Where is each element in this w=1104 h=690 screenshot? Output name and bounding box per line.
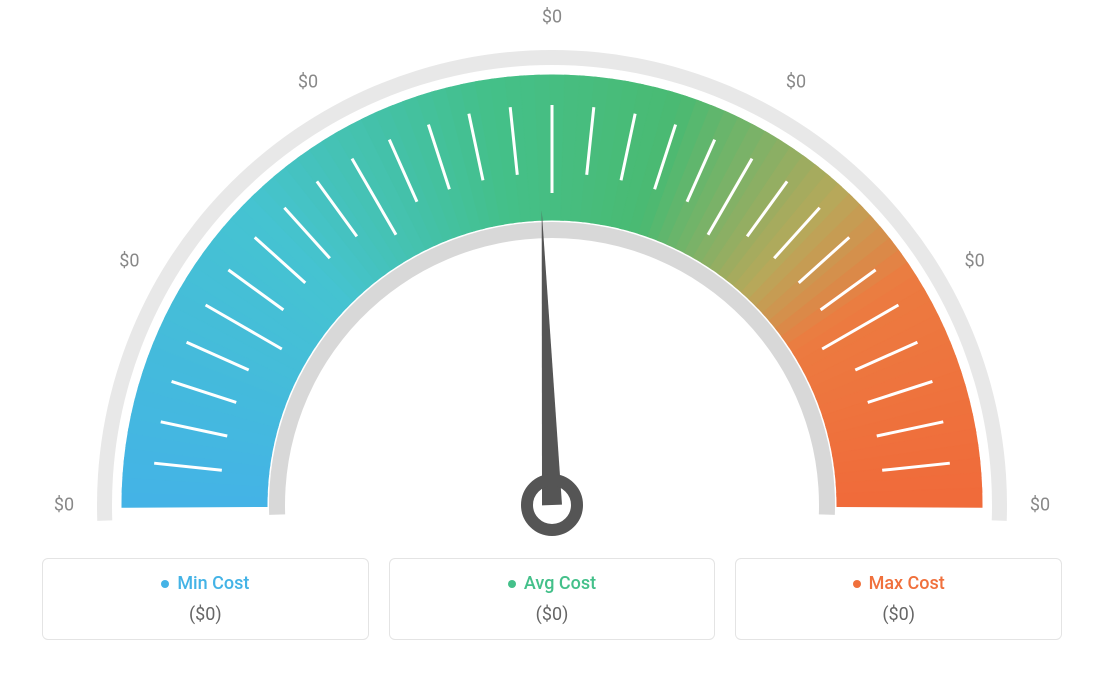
gauge-tick-label: $0 xyxy=(786,72,806,93)
gauge-tick-label: $0 xyxy=(119,251,139,272)
legend-min-card: Min Cost ($0) xyxy=(42,558,369,640)
gauge-tick-label: $0 xyxy=(964,251,984,272)
legend-max-dot xyxy=(853,580,861,588)
legend-row: Min Cost ($0) Avg Cost ($0) Max Cost ($0… xyxy=(42,558,1062,640)
gauge-tick-label: $0 xyxy=(298,72,318,93)
gauge-svg xyxy=(22,10,1082,550)
legend-avg-dot xyxy=(508,580,516,588)
legend-max-card: Max Cost ($0) xyxy=(735,558,1062,640)
legend-max-top: Max Cost xyxy=(853,573,945,594)
gauge-tick-label: $0 xyxy=(54,495,74,516)
legend-min-label: Min Cost xyxy=(177,573,249,594)
legend-avg-value: ($0) xyxy=(536,604,569,625)
legend-max-value: ($0) xyxy=(882,604,915,625)
gauge-tick-label: $0 xyxy=(542,7,562,28)
legend-avg-card: Avg Cost ($0) xyxy=(389,558,716,640)
legend-min-dot xyxy=(161,580,169,588)
legend-min-top: Min Cost xyxy=(161,573,249,594)
legend-max-label: Max Cost xyxy=(869,573,945,594)
cost-gauge: $0 $0 $0 $0 $0 $0 $0 xyxy=(22,10,1082,550)
legend-avg-top: Avg Cost xyxy=(508,573,596,594)
gauge-tick-label: $0 xyxy=(1030,495,1050,516)
legend-min-value: ($0) xyxy=(189,604,222,625)
legend-avg-label: Avg Cost xyxy=(524,573,596,594)
